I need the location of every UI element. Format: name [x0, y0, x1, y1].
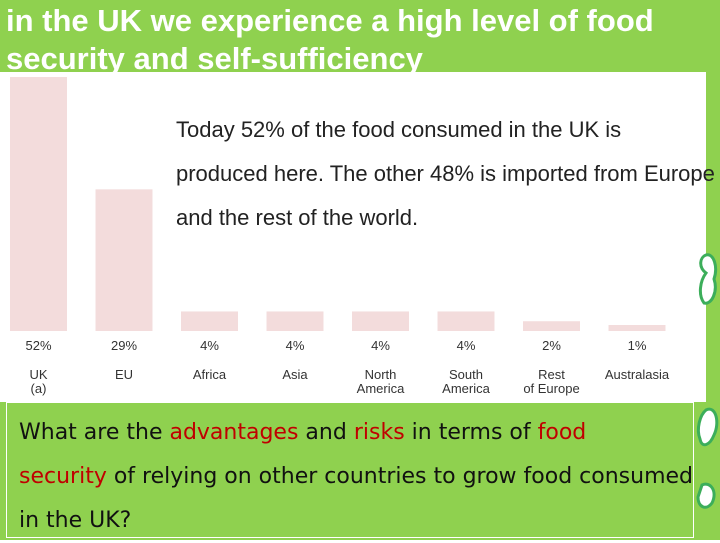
question-text-2: and: [298, 420, 354, 445]
bar-value-label-0: 52%: [25, 338, 51, 353]
bar-5: [437, 311, 495, 331]
bar-value-label-2: 4%: [200, 338, 219, 353]
keyword-security: security: [19, 464, 107, 489]
category-label-4-1: America: [357, 381, 405, 396]
bar-0: [10, 77, 67, 331]
keyword-advantages: advantages: [169, 420, 299, 445]
bar-1: [95, 189, 153, 331]
keyword-risks: risks: [353, 420, 405, 445]
bar-value-label-3: 4%: [286, 338, 305, 353]
category-label-6-0: Rest: [538, 367, 565, 382]
bar-7: [608, 325, 666, 331]
bar-4: [352, 311, 409, 331]
question-text-1: What are the: [19, 420, 170, 445]
bar-value-label-1: 29%: [111, 338, 137, 353]
vegetable-decoration-icon: [696, 253, 719, 509]
bar-value-label-7: 1%: [628, 338, 647, 353]
category-label-0-0: UK: [29, 367, 47, 382]
question-text-4: of relying on other countries to grow fo…: [19, 464, 694, 533]
bar-chart: 52%UK(a)29%EU4%Africa4%Asia4%NorthAmeric…: [10, 77, 670, 396]
category-label-2: Africa: [193, 367, 227, 382]
category-label-0-1: (a): [31, 381, 47, 396]
category-label-3: Asia: [282, 367, 308, 382]
slide-title: in the UK we experience a high level of …: [6, 3, 654, 72]
category-label-1: EU: [115, 367, 133, 382]
category-label-5-0: South: [449, 367, 483, 382]
bar-value-label-4: 4%: [371, 338, 390, 353]
bar-3: [266, 311, 324, 331]
bar-value-label-6: 2%: [542, 338, 561, 353]
bar-value-label-5: 4%: [457, 338, 476, 353]
category-label-6-1: of Europe: [523, 381, 579, 396]
question-text-3: in terms of: [404, 420, 538, 445]
statement-text: Today 52% of the food consumed in the UK…: [176, 117, 715, 230]
question-box: What are the advantages and risks in ter…: [6, 402, 694, 538]
keyword-food: food: [537, 420, 587, 445]
bar-2: [181, 311, 238, 331]
category-label-5-1: America: [442, 381, 490, 396]
bar-6: [523, 321, 580, 331]
category-label-4-0: North: [365, 367, 397, 382]
category-label-7: Australasia: [605, 367, 670, 382]
